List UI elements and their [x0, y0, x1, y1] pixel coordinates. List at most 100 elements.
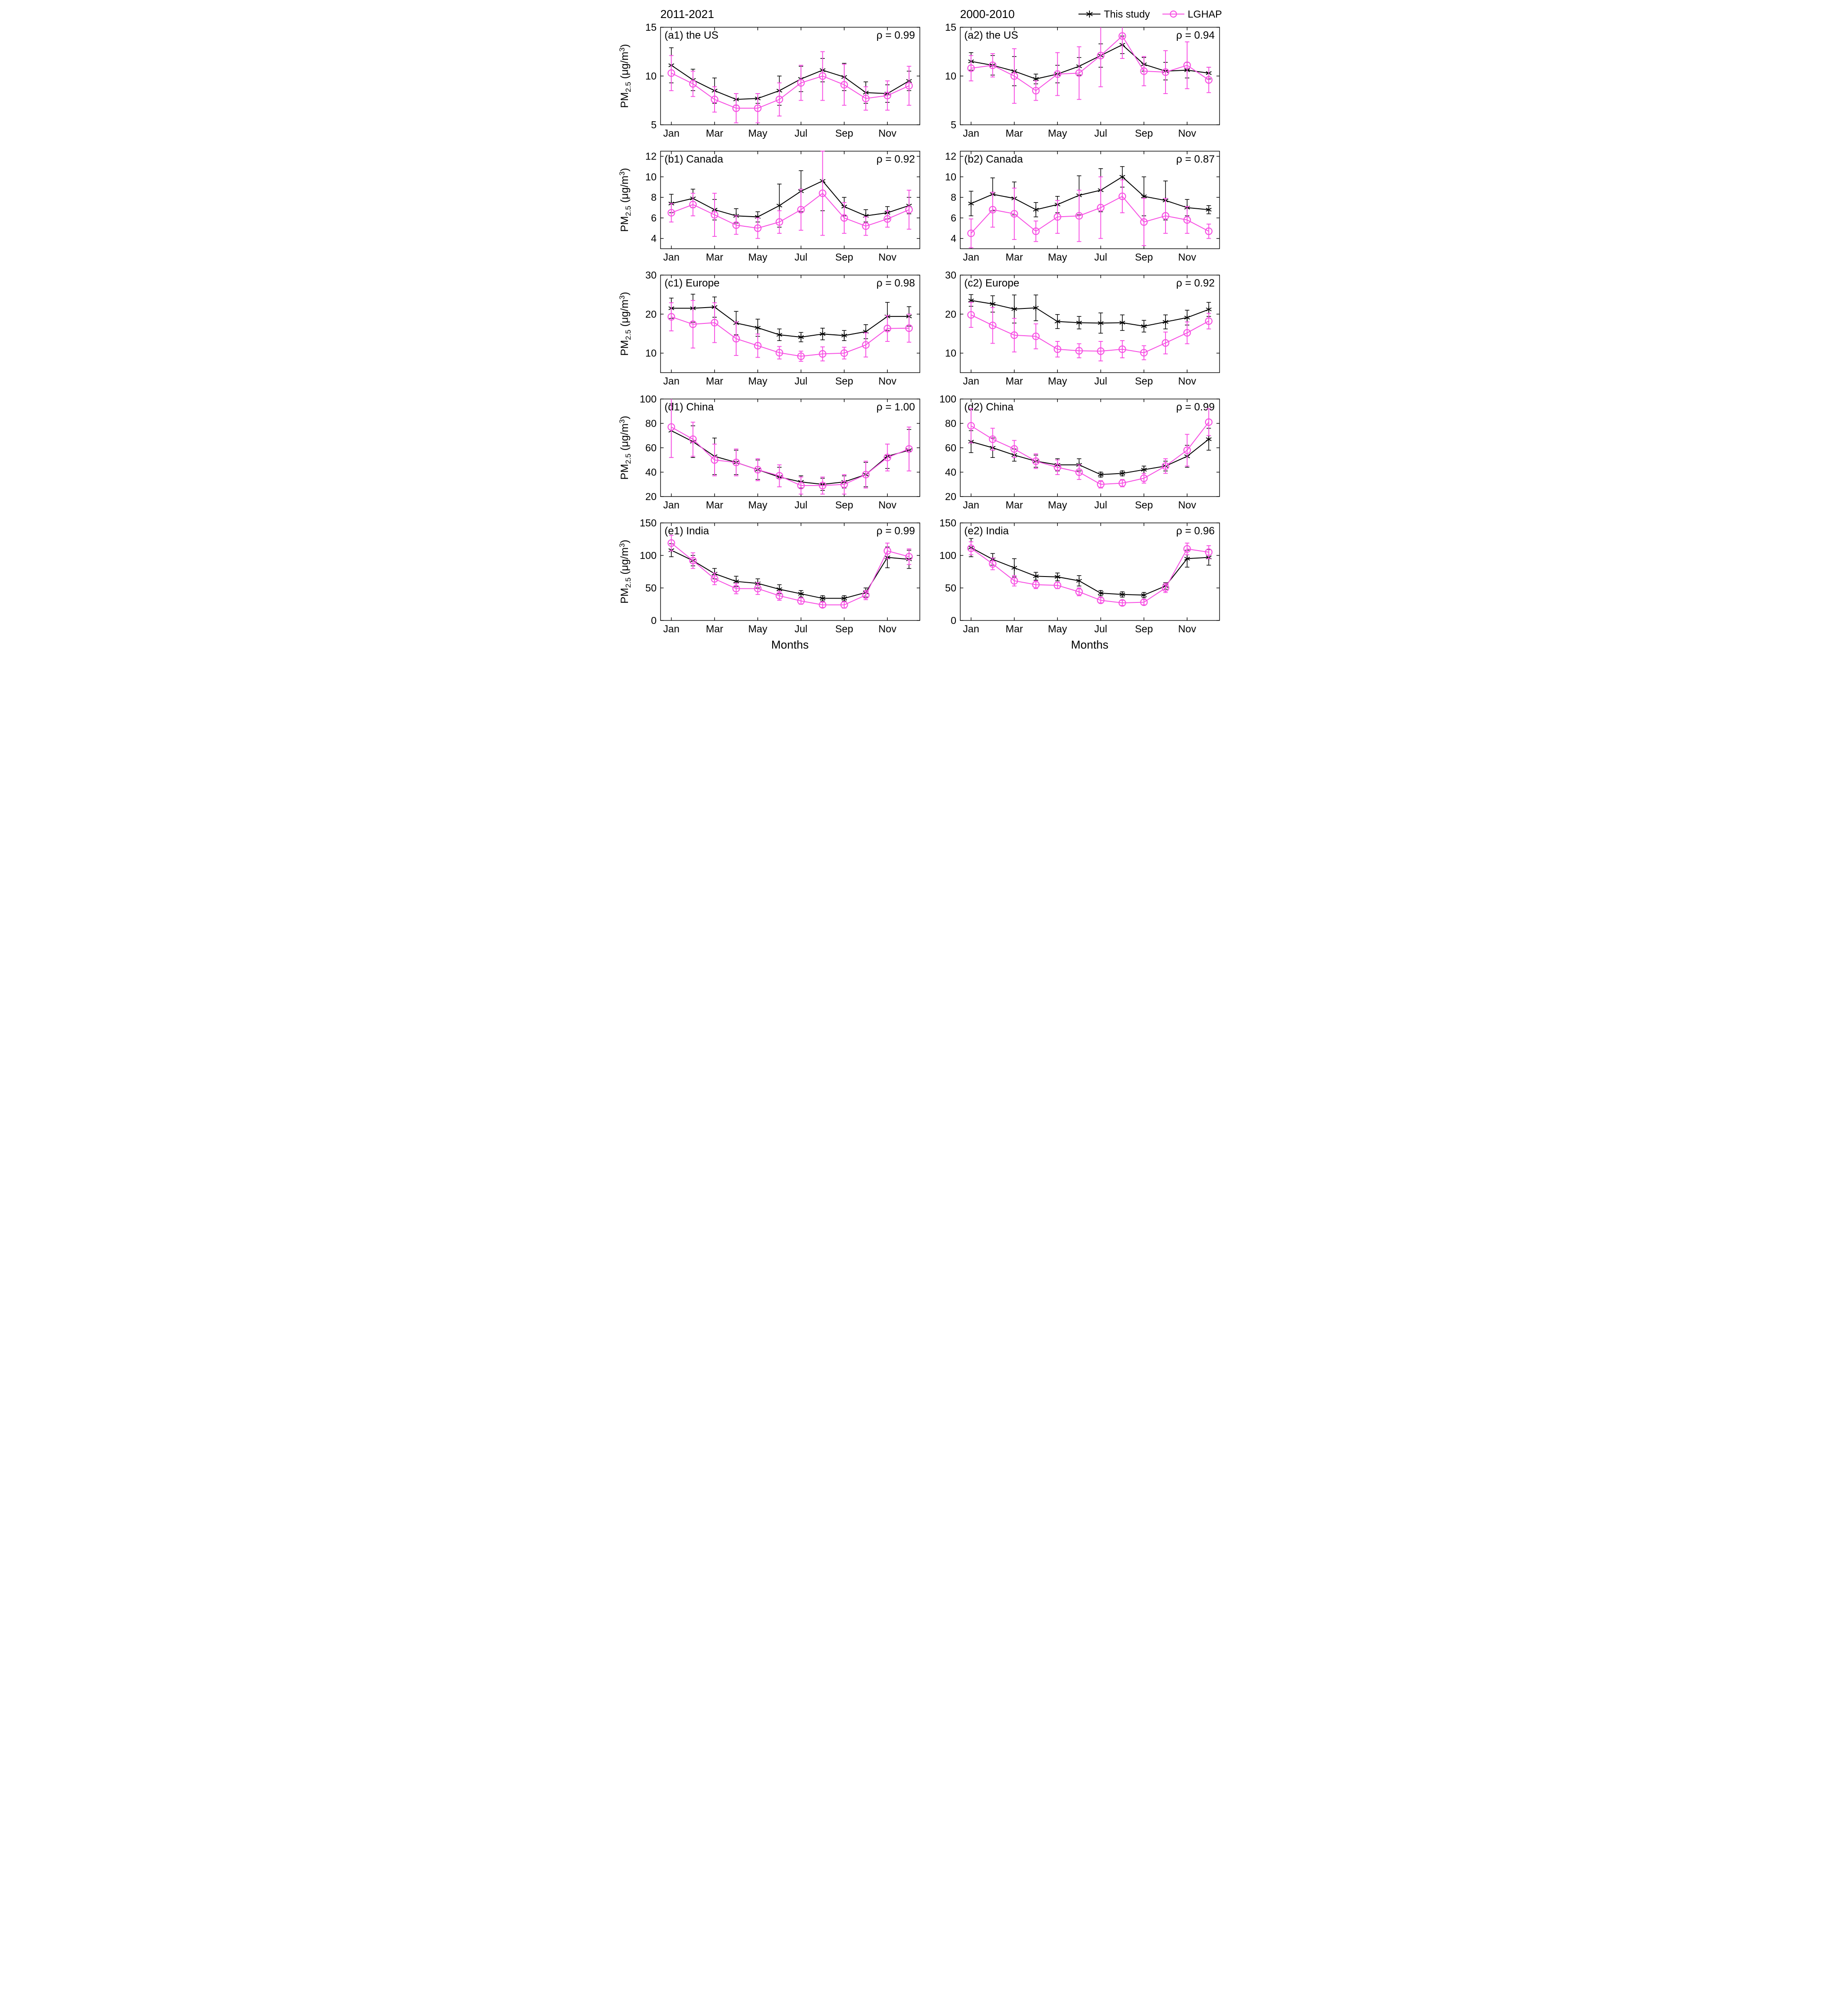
panel-label: (d2) China [964, 401, 1014, 413]
svg-text:May: May [1048, 127, 1067, 139]
svg-text:80: 80 [945, 418, 956, 429]
x-axis-label-right: Months [1071, 638, 1109, 651]
legend: This study LGHAP [1078, 8, 1222, 20]
panels-grid: Jan Mar May Jul Sep Nov 5 10 15 PM2.5 (μg/m3) (a1)… [617, 22, 1232, 637]
rho-value: ρ = 0.92 [1176, 277, 1215, 289]
svg-text:May: May [1048, 375, 1067, 387]
series-this-study [668, 294, 912, 342]
svg-text:Jan: Jan [963, 127, 979, 139]
panel-c1-europe-2011-2021: Jan Mar May Jul Sep Nov 10 20 30 PM2.5 (μg/m3) (c1… [617, 269, 924, 389]
column-title-2000-2010: 2000-2010 [960, 7, 1015, 21]
svg-text:10: 10 [645, 348, 657, 359]
panel-label: (c2) Europe [964, 277, 1019, 289]
svg-text:100: 100 [639, 395, 656, 405]
svg-text:Mar: Mar [706, 375, 723, 387]
panel-d2-china-2000-2010: Jan Mar May Jul Sep Nov 20 40 60 80 100 (d2) China ρ… [933, 393, 1224, 513]
svg-text:Mar: Mar [1006, 375, 1023, 387]
svg-text:Nov: Nov [878, 375, 896, 387]
rho-value: ρ = 0.92 [876, 153, 915, 165]
svg-text:Jul: Jul [794, 251, 807, 263]
svg-text:40: 40 [945, 467, 956, 478]
panel-b1-canada-2011-2021: Jan Mar May Jul Sep Nov 4 6 8 10 12 PM2.5 (μg/m3) (b… [617, 148, 924, 265]
svg-text:10: 10 [645, 171, 657, 182]
svg-text:May: May [1048, 251, 1067, 263]
svg-text:Jan: Jan [663, 375, 679, 387]
svg-text:15: 15 [945, 24, 956, 33]
svg-text:Jan: Jan [663, 127, 679, 139]
svg-text:May: May [748, 623, 767, 635]
chart-svg-a1: Jan Mar May Jul Sep Nov 5 10 15 PM2.5 (μg/m3) (a1)… [618, 22, 920, 139]
svg-text:40: 40 [645, 467, 657, 478]
svg-text:Mar: Mar [1006, 251, 1023, 263]
svg-text:30: 30 [945, 272, 956, 281]
svg-text:100: 100 [939, 395, 956, 405]
svg-text:Jan: Jan [963, 499, 979, 511]
svg-text:Sep: Sep [835, 375, 853, 387]
svg-text:Sep: Sep [1135, 251, 1153, 263]
x-axis-label-left: Months [771, 638, 809, 651]
y-axis-label: PM2.5 (μg/m3) [618, 168, 632, 232]
svg-text:Jul: Jul [794, 499, 807, 511]
legend-label-lghap: LGHAP [1187, 8, 1222, 20]
svg-text:100: 100 [939, 550, 956, 561]
series-this-study [668, 403, 912, 491]
svg-text:Sep: Sep [835, 499, 853, 511]
svg-text:Mar: Mar [706, 499, 723, 511]
svg-text:Jul: Jul [1094, 375, 1107, 387]
svg-text:4: 4 [951, 233, 956, 244]
svg-text:Sep: Sep [1135, 375, 1153, 387]
chart-svg-b1: Jan Mar May Jul Sep Nov 4 6 8 10 12 PM2.5 (μg/m3) (b… [618, 151, 920, 263]
svg-text:Jul: Jul [794, 127, 807, 139]
y-axis-label: PM2.5 (μg/m3) [618, 292, 632, 356]
svg-text:Jan: Jan [663, 251, 679, 263]
svg-text:Jul: Jul [794, 375, 807, 387]
series-this-study [968, 36, 1212, 86]
this-study-marker-icon [1078, 11, 1100, 18]
svg-text:Jul: Jul [794, 623, 807, 635]
panel-a1-the-us-2011-2021: Jan Mar May Jul Sep Nov 5 10 15 PM2.5 (μg/m3) (a1)… [617, 22, 924, 141]
svg-text:Nov: Nov [1178, 251, 1196, 263]
svg-text:0: 0 [951, 615, 956, 626]
rho-value: ρ = 0.99 [876, 525, 915, 537]
svg-text:May: May [748, 375, 767, 387]
series-lghap [967, 176, 1213, 248]
svg-text:Jan: Jan [963, 623, 979, 635]
series-lghap [667, 151, 913, 239]
svg-text:May: May [748, 499, 767, 511]
chart-svg-d1: Jan Mar May Jul Sep Nov 20 40 60 80 100 PM2.5 (μg/m… [618, 393, 920, 511]
svg-text:Jul: Jul [1094, 127, 1107, 139]
svg-text:Sep: Sep [1135, 499, 1153, 511]
series-lghap [667, 399, 913, 495]
svg-text:Jan: Jan [663, 499, 679, 511]
panel-label: (b1) Canada [664, 153, 723, 165]
y-axis-label: PM2.5 (μg/m3) [618, 416, 632, 480]
svg-text:6: 6 [651, 212, 657, 224]
svg-text:Jul: Jul [1094, 499, 1107, 511]
series-this-study [968, 538, 1212, 598]
series-lghap [667, 535, 913, 609]
series-lghap [667, 300, 913, 362]
svg-text:50: 50 [945, 582, 956, 594]
panel-label: (d1) China [664, 401, 714, 413]
svg-text:12: 12 [645, 151, 657, 162]
svg-text:Mar: Mar [1006, 623, 1023, 635]
svg-text:Sep: Sep [1135, 127, 1153, 139]
svg-text:100: 100 [639, 550, 656, 561]
svg-text:60: 60 [645, 442, 657, 453]
panel-a2-the-us-2000-2010: Jan Mar May Jul Sep Nov 5 10 15 (a2) the US ρ = 0.… [933, 22, 1224, 141]
legend-item-this-study: This study [1078, 8, 1150, 20]
panel-label: (e2) India [964, 525, 1009, 537]
svg-text:Sep: Sep [835, 127, 853, 139]
panel-b2-canada-2000-2010: Jan Mar May Jul Sep Nov 4 6 8 10 12 (b2) Canada ρ = … [933, 148, 1224, 265]
chart-svg-e1: Jan Mar May Jul Sep Nov 0 50 100 150 PM2.5 (μg/m3)… [618, 517, 920, 635]
svg-text:8: 8 [951, 192, 956, 203]
figure-footer: Months Months [617, 638, 1232, 652]
chart-svg-c1: Jan Mar May Jul Sep Nov 10 20 30 PM2.5 (μg/m3) (c1… [618, 269, 920, 387]
panel-label: (b2) Canada [964, 153, 1023, 165]
svg-text:Mar: Mar [1006, 127, 1023, 139]
series-lghap [967, 302, 1213, 362]
panel-label: (a2) the US [964, 29, 1018, 41]
chart-svg-b2: Jan Mar May Jul Sep Nov 4 6 8 10 12 (b2) Canada ρ = … [945, 151, 1220, 263]
svg-text:10: 10 [945, 70, 956, 82]
svg-text:30: 30 [645, 272, 657, 281]
